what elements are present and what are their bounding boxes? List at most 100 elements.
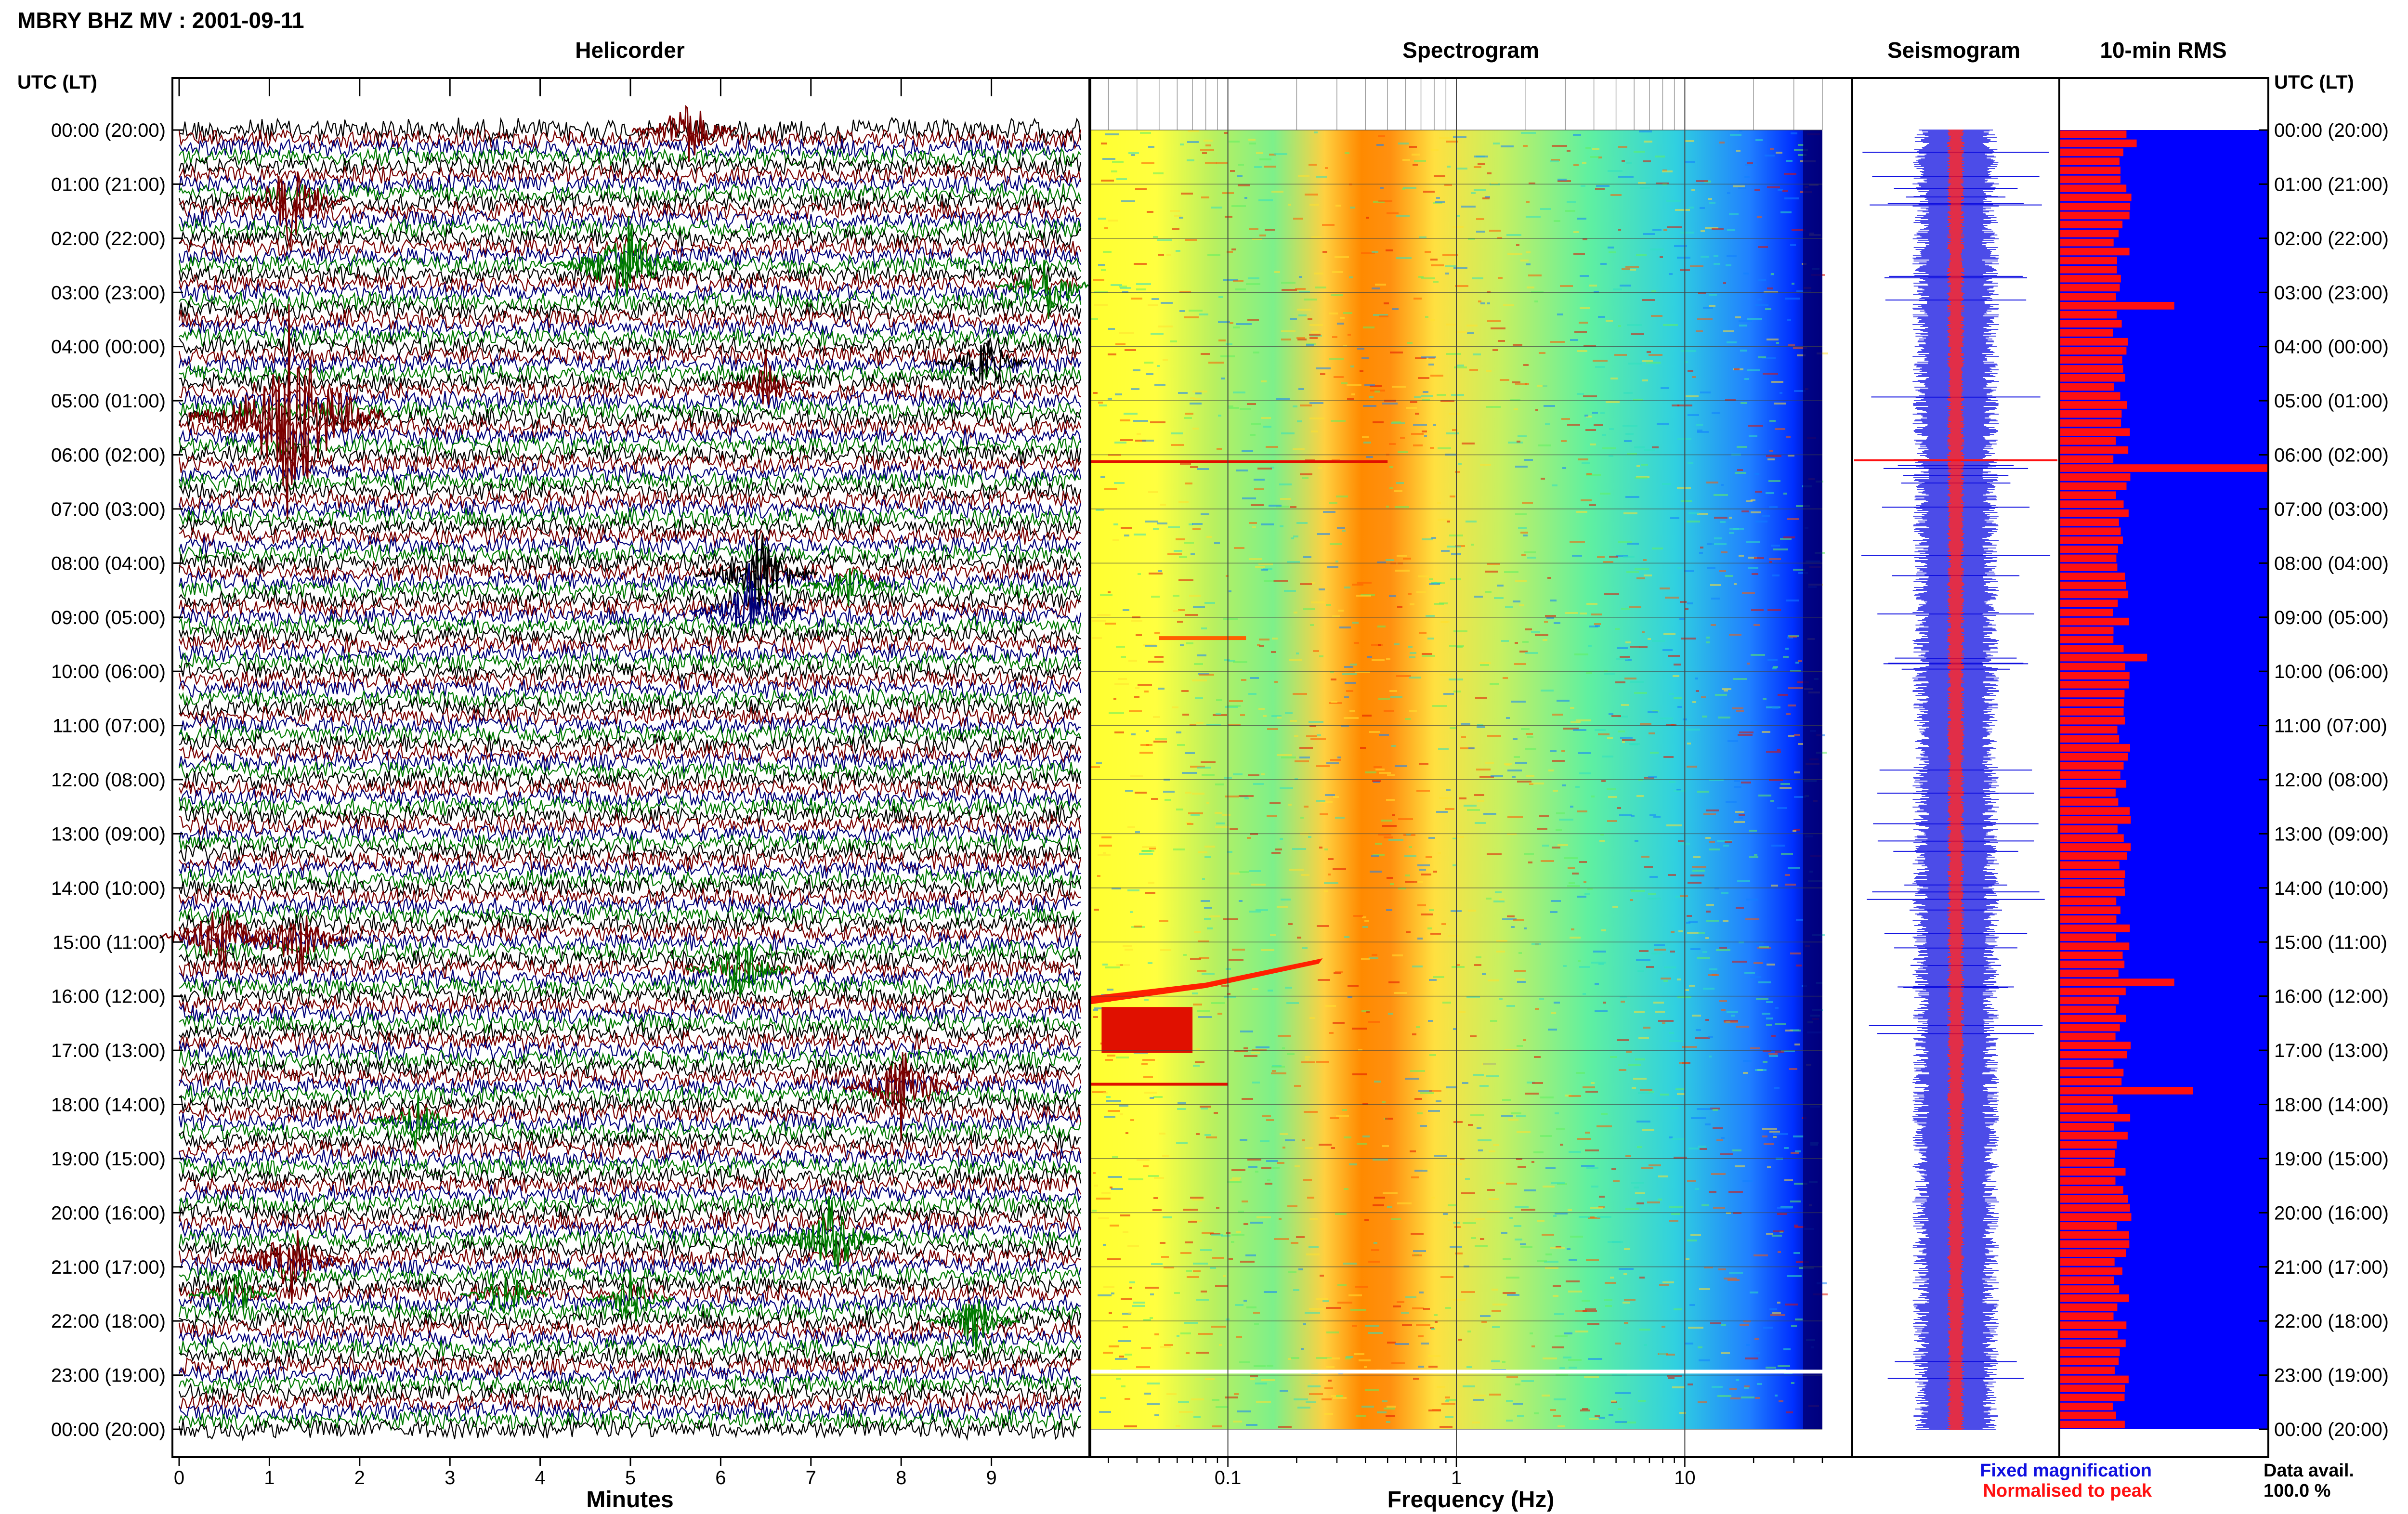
spectrogram-speck: [1139, 752, 1153, 754]
spectrogram-speck: [1543, 385, 1547, 387]
spectrogram-speck: [1101, 143, 1107, 144]
spectrogram-speck: [1585, 1149, 1599, 1151]
spectrogram-speck: [1446, 432, 1459, 434]
spectrogram-speck: [1266, 1160, 1278, 1162]
spectrogram-speck: [1707, 543, 1714, 545]
spectrogram-speck: [1227, 705, 1241, 707]
helicorder-x-tick-label: 2: [354, 1467, 365, 1488]
spectrogram-speck: [1732, 961, 1747, 963]
spectrogram-speck: [1602, 434, 1606, 436]
spectrogram-speck: [1148, 491, 1158, 493]
spectrogram-speck: [1143, 1319, 1151, 1321]
spectrogram-speck: [1455, 331, 1467, 333]
spectrogram-speck: [1120, 439, 1133, 441]
spectrogram-speck: [1446, 789, 1451, 791]
helicorder-trace: [178, 1219, 1081, 1242]
spectrogram-speck: [1687, 521, 1700, 522]
spectrogram-speck: [1229, 590, 1231, 592]
spectrogram-speck: [1421, 1343, 1429, 1344]
spectrogram-speck: [1770, 800, 1774, 802]
spectrogram-speck: [1294, 1085, 1301, 1087]
spectrogram-speck: [1148, 661, 1164, 663]
spectrogram-speck: [1623, 1302, 1630, 1304]
spectrogram-speck: [1621, 1001, 1625, 1003]
spectrogram-speck: [1521, 1209, 1535, 1211]
spectrogram-speck: [1101, 836, 1112, 838]
spectrogram-speck: [1247, 1159, 1261, 1161]
spectrogram-speck: [1428, 1110, 1440, 1112]
spectrogram-speck: [1152, 298, 1159, 300]
spectrogram-speck: [1344, 666, 1353, 668]
spectrogram-speck: [1754, 189, 1760, 191]
spectrogram-speck: [1319, 1144, 1332, 1146]
spectrogram-speck: [1403, 558, 1411, 560]
spectrogram-speck: [1791, 1382, 1794, 1384]
spectrogram-speck: [1388, 839, 1403, 841]
spectrogram-speck: [1622, 741, 1625, 743]
spectrogram-speck: [1517, 1415, 1524, 1417]
spectrogram-speck: [1745, 1357, 1758, 1359]
rms-bar: [2059, 356, 2122, 364]
helicorder-event: [721, 349, 810, 405]
spectrogram-speck: [1216, 1207, 1219, 1209]
spectrogram-speck: [1352, 584, 1363, 586]
spectrogram-speck: [1735, 1165, 1745, 1167]
spectrogram-speck: [1113, 523, 1118, 525]
helicorder-trace: [179, 1066, 1082, 1088]
spectrogram-speck: [1660, 256, 1663, 258]
spectrogram-speck: [1727, 740, 1738, 742]
spectrogram-speck: [1579, 322, 1588, 324]
spectrogram-speck: [1642, 1129, 1654, 1131]
spectrogram-speck: [1512, 381, 1520, 383]
spectrogram-speck: [1615, 628, 1620, 630]
spectrogram-speck: [1632, 1087, 1636, 1089]
rms-bar: [2059, 744, 2130, 752]
spectrogram-speck: [1266, 446, 1278, 448]
y-tick-label-right: 06:00 (02:00): [2274, 445, 2389, 466]
spectrogram-speck: [1573, 134, 1581, 136]
helicorder-trace: [179, 950, 1082, 973]
spectrogram-speck: [1210, 1267, 1216, 1269]
spectrogram-speck: [1255, 1383, 1267, 1384]
spectrogram-speck: [1447, 521, 1450, 522]
spectrogram-speck: [1405, 1078, 1419, 1080]
spectrogram-speck: [1112, 539, 1119, 541]
spectrogram-speck: [1557, 313, 1563, 315]
spectrogram-speck: [1775, 1395, 1778, 1397]
spectrogram-speck: [1130, 775, 1143, 777]
spectrogram-speck: [1453, 136, 1466, 138]
spectrogram-speck: [1405, 881, 1417, 883]
helicorder-trace: [179, 515, 1082, 539]
spectrogram-speck: [1422, 431, 1427, 432]
spectrogram-speck: [1570, 707, 1574, 709]
spectrogram-speck: [1716, 949, 1730, 951]
spectrogram-speck: [1378, 644, 1381, 646]
spectrogram-speck: [1677, 979, 1681, 980]
rms-bar: [2059, 166, 2120, 174]
spectrogram-speck: [1768, 1053, 1778, 1055]
spectrogram-speck: [1573, 231, 1579, 233]
spectrogram-speck: [1776, 342, 1779, 344]
spectrogram-speck: [1343, 312, 1352, 314]
spectrogram-speck: [1610, 378, 1618, 379]
rms-bar: [2059, 1285, 2120, 1293]
spectrogram-speck: [1663, 633, 1675, 635]
spectrogram-speck: [1734, 583, 1737, 585]
spectrogram-speck: [1365, 1389, 1379, 1391]
spectrogram-speck: [1380, 187, 1384, 189]
spectrogram-speck: [1485, 591, 1492, 593]
spectrogram-speck: [1309, 1393, 1323, 1395]
spectrogram-speck: [1436, 811, 1448, 813]
y-tick-label-right: 00:00 (20:00): [2274, 1419, 2389, 1440]
spectrogram-speck: [1726, 264, 1731, 266]
spectrogram-speck: [1524, 927, 1527, 929]
spectrogram-speck: [1143, 1076, 1153, 1078]
helicorder-event: [770, 1196, 888, 1273]
spectrogram-speck: [1735, 316, 1741, 318]
helicorder-trace: [179, 786, 1081, 809]
spectrogram-speck: [1618, 716, 1628, 718]
spectrogram-speck: [1146, 373, 1153, 375]
spectrogram-speck: [1147, 1403, 1160, 1405]
spectrogram-speck: [1708, 198, 1712, 200]
helicorder-trace: [178, 596, 1081, 620]
